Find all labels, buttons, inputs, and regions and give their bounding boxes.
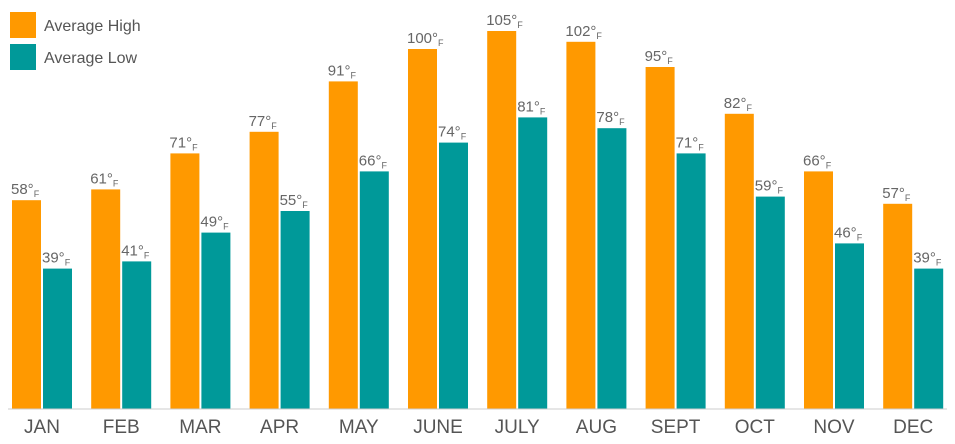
category-label-jan: JAN bbox=[24, 417, 60, 438]
value-label-average-low-june: 74°F bbox=[438, 124, 467, 142]
bar-average-low-aug bbox=[597, 128, 627, 409]
value-label-average-high-jan: 58°F bbox=[11, 181, 40, 199]
value-label-average-high-nov: 66°F bbox=[803, 152, 832, 170]
value-label-average-low-dec: 39°F bbox=[913, 250, 942, 268]
bar-average-low-oct bbox=[755, 196, 785, 409]
bar-average-low-jan bbox=[43, 268, 72, 409]
bar-average-low-july bbox=[518, 117, 548, 410]
bar-average-low-dec bbox=[914, 268, 944, 409]
bar-average-high-jan bbox=[12, 200, 41, 409]
value-label-average-low-sept: 71°F bbox=[676, 134, 705, 152]
bar-average-low-june bbox=[439, 142, 468, 409]
value-label-average-high-oct: 82°F bbox=[724, 95, 753, 113]
value-label-average-low-feb: 41°F bbox=[121, 242, 150, 260]
value-label-average-high-aug: 102°F bbox=[565, 23, 602, 41]
category-label-sept: SEPT bbox=[651, 417, 701, 438]
bar-average-high-july bbox=[487, 31, 517, 409]
category-label-mar: MAR bbox=[179, 417, 221, 438]
legend-label-average-low: Average Low bbox=[44, 50, 138, 67]
bar-average-high-mar bbox=[170, 153, 200, 409]
bar-average-high-apr bbox=[249, 131, 279, 410]
value-labels: 58°F 39°F 61°F 41°F 71°F 49°F 77°F 55°F 91°F 66°F… bbox=[11, 12, 942, 268]
legend-label-average-high: Average High bbox=[44, 18, 141, 35]
value-label-average-high-july: 105°F bbox=[486, 12, 523, 30]
value-label-average-low-aug: 78°F bbox=[596, 109, 625, 127]
value-label-average-high-may: 91°F bbox=[328, 62, 357, 80]
value-label-average-low-oct: 59°F bbox=[755, 178, 784, 196]
category-labels: JAN FEB MAR APR MAY JUNE JULY AUG SEPT OCT NOV DEC bbox=[24, 417, 933, 438]
category-label-oct: OCT bbox=[735, 417, 776, 438]
bar-average-low-apr bbox=[280, 211, 310, 409]
value-label-average-high-june: 100°F bbox=[407, 30, 444, 48]
bar-average-high-sept bbox=[645, 67, 675, 409]
value-label-average-high-sept: 95°F bbox=[645, 48, 674, 66]
value-label-average-low-apr: 55°F bbox=[280, 192, 309, 210]
category-label-dec: DEC bbox=[893, 417, 933, 438]
category-label-nov: NOV bbox=[813, 417, 855, 438]
value-label-average-low-jan: 39°F bbox=[42, 250, 71, 268]
value-label-average-high-apr: 77°F bbox=[249, 113, 278, 131]
bars bbox=[12, 31, 944, 410]
category-label-may: MAY bbox=[339, 417, 379, 438]
legend: Average High Average Low bbox=[10, 12, 141, 70]
bar-average-low-mar bbox=[201, 232, 231, 409]
value-label-average-low-may: 66°F bbox=[359, 152, 388, 170]
value-label-average-high-dec: 57°F bbox=[882, 185, 911, 203]
value-label-average-low-july: 81°F bbox=[517, 98, 546, 116]
bar-average-low-feb bbox=[122, 261, 152, 409]
bar-average-high-feb bbox=[91, 189, 121, 409]
category-label-july: JULY bbox=[495, 417, 540, 438]
bar-average-high-may bbox=[328, 81, 358, 410]
legend-swatch-average-low bbox=[10, 44, 36, 70]
bar-average-high-june bbox=[408, 49, 437, 409]
category-label-apr: APR bbox=[260, 417, 299, 438]
bar-average-low-sept bbox=[676, 153, 706, 409]
bar-average-high-oct bbox=[724, 113, 754, 410]
bar-average-high-dec bbox=[883, 203, 913, 409]
category-label-feb: FEB bbox=[103, 417, 140, 438]
bar-average-low-nov bbox=[835, 243, 864, 409]
value-label-average-high-feb: 61°F bbox=[90, 170, 119, 188]
category-label-aug: AUG bbox=[576, 417, 617, 438]
value-label-average-low-nov: 46°F bbox=[834, 224, 863, 242]
category-label-june: JUNE bbox=[413, 417, 463, 438]
legend-swatch-average-high bbox=[10, 12, 36, 38]
bar-average-high-aug bbox=[566, 41, 596, 410]
value-label-average-high-mar: 71°F bbox=[169, 134, 198, 152]
value-label-average-low-mar: 49°F bbox=[200, 214, 229, 232]
bar-average-high-nov bbox=[804, 171, 833, 409]
bar-average-low-may bbox=[359, 171, 389, 409]
